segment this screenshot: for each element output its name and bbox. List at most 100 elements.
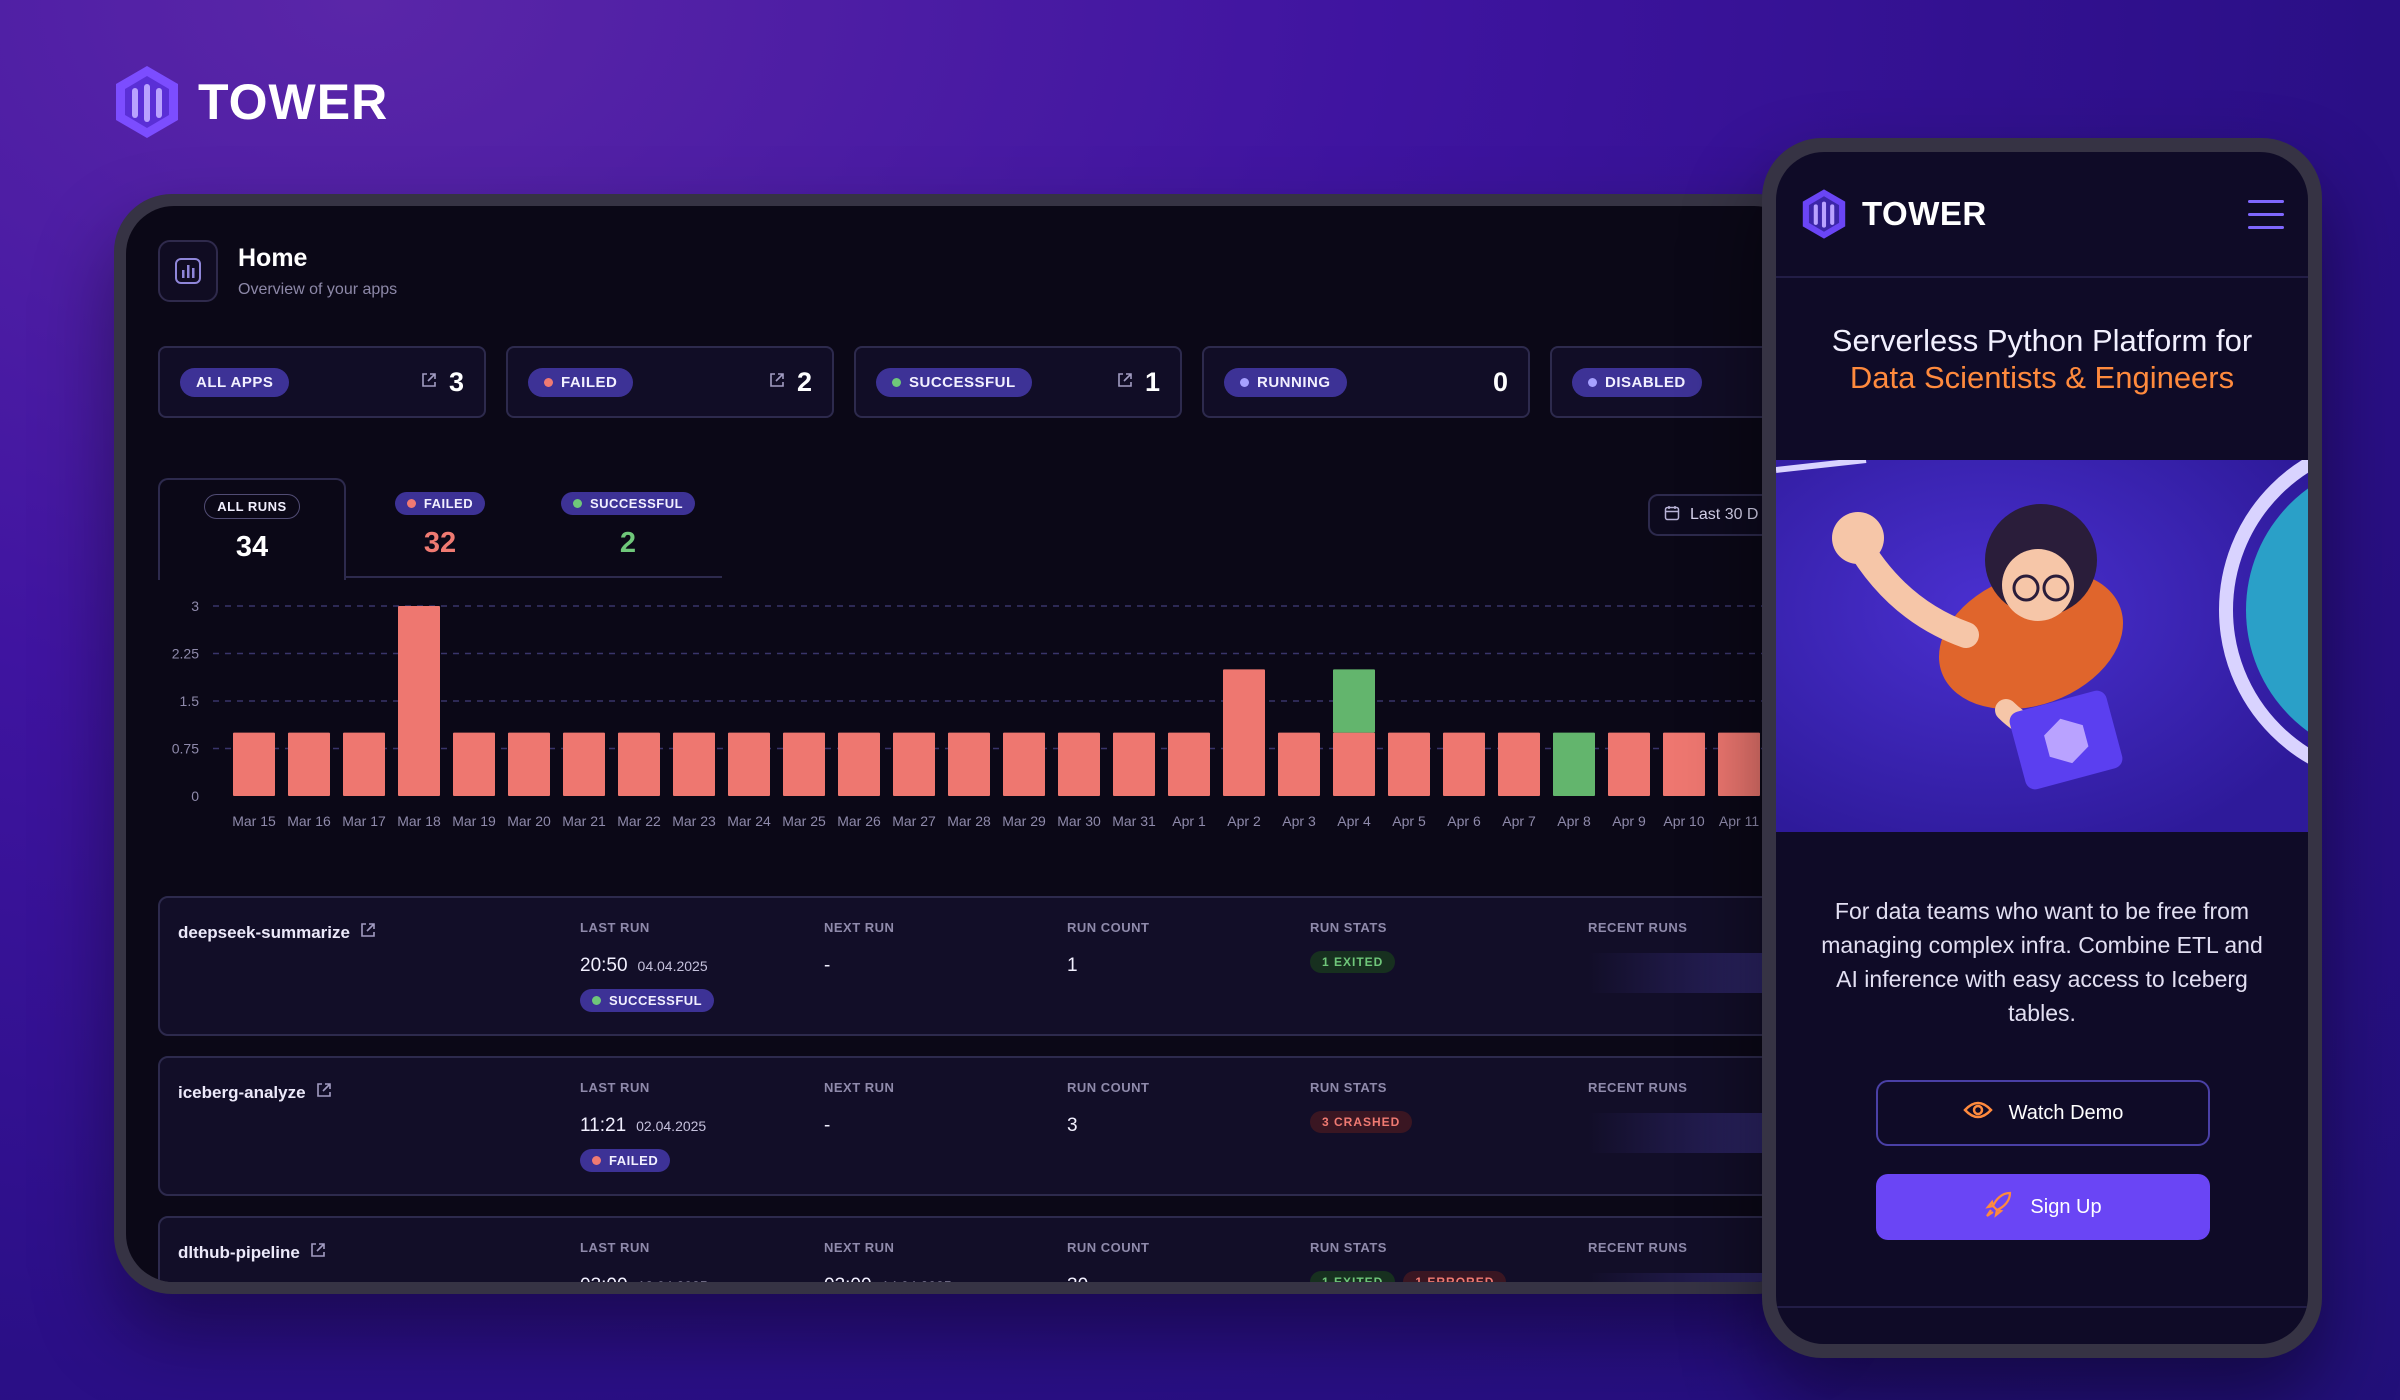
app-row[interactable]: deepseek-summarize LAST RUN 20:50 04.04.202… — [158, 896, 1798, 1036]
bar-failed[interactable] — [398, 606, 440, 796]
bar-failed[interactable] — [673, 732, 715, 796]
stat-pill: RUNNING — [1224, 367, 1347, 397]
bar-failed[interactable] — [838, 732, 880, 796]
run-tab-label: FAILED — [423, 496, 474, 511]
phone-screen: TOWER Serverless Python Platform for Dat… — [1776, 152, 2308, 1344]
app-row[interactable]: iceberg-analyze LAST RUN 11:21 02.04.2025 FA… — [158, 1056, 1798, 1196]
next-run-time: - — [824, 955, 831, 976]
next-run-column: NEXT RUN 03:00 14.04.2025 — [824, 1240, 952, 1282]
external-link-icon[interactable] — [421, 372, 437, 393]
app-name[interactable]: dlthub-pipeline — [178, 1242, 326, 1263]
bar-failed[interactable] — [508, 732, 550, 796]
hero-illustration — [1776, 460, 2308, 832]
bar-failed[interactable] — [1333, 732, 1375, 796]
bar-failed[interactable] — [1058, 732, 1100, 796]
external-link-icon[interactable] — [316, 1082, 332, 1103]
external-link-icon[interactable] — [360, 922, 376, 943]
run-count-header: RUN COUNT — [1067, 920, 1150, 935]
last-run-column: LAST RUN 20:50 04.04.2025 SUCCESSFUL — [580, 920, 715, 1012]
bar-failed[interactable] — [893, 732, 935, 796]
stat-card[interactable]: DISABLED — [1550, 346, 1802, 418]
status-dot-icon — [1588, 377, 1597, 387]
bar-failed[interactable] — [1718, 732, 1760, 796]
bar-failed[interactable] — [728, 732, 770, 796]
stat-pill: SUCCESSFUL — [876, 367, 1032, 397]
x-tick-label: Mar 29 — [1002, 813, 1046, 829]
bar-failed[interactable] — [1113, 732, 1155, 796]
phone-headline: Serverless Python Platform for Data Scie… — [1776, 322, 2308, 396]
bar-failed[interactable] — [1223, 669, 1265, 796]
phone-body-text: For data teams who want to be free from … — [1821, 898, 2263, 1026]
run-stat-badge: 3 CRASHED — [1310, 1111, 1413, 1133]
x-tick-label: Apr 6 — [1447, 813, 1481, 829]
bar-failed[interactable] — [1278, 732, 1320, 796]
external-link-icon[interactable] — [310, 1242, 326, 1263]
bar-failed[interactable] — [1443, 732, 1485, 796]
hamburger-menu-icon[interactable] — [2248, 199, 2284, 229]
y-tick-label: 0.75 — [172, 741, 199, 757]
bar-failed[interactable] — [288, 732, 330, 796]
bar-failed[interactable] — [1003, 732, 1045, 796]
phone-brand[interactable]: TOWER — [1800, 188, 1987, 240]
sign-up-button[interactable]: Sign Up — [1876, 1174, 2210, 1240]
phone-header: TOWER — [1776, 152, 2308, 278]
app-name[interactable]: deepseek-summarize — [178, 922, 376, 943]
bar-failed[interactable] — [783, 732, 825, 796]
run-tab-label: SUCCESSFUL — [589, 496, 684, 511]
next-run-date: 14.04.2025 — [882, 1278, 952, 1282]
bar-failed[interactable] — [1608, 732, 1650, 796]
stat-card[interactable]: RUNNING 0 — [1202, 346, 1530, 418]
bar-failed[interactable] — [233, 732, 275, 796]
x-tick-label: Mar 15 — [232, 813, 276, 829]
next-run-column: NEXT RUN - — [824, 1080, 894, 1137]
run-tab[interactable]: SUCCESSFUL 2 — [534, 478, 722, 576]
bar-failed[interactable] — [948, 732, 990, 796]
bar-successful[interactable] — [1553, 732, 1595, 796]
run-tab[interactable]: FAILED 32 — [346, 478, 534, 576]
run-tabs: ALL RUNS 34 FAILED 32 SUCCESSFUL 2 — [158, 478, 722, 580]
app-name-label: iceberg-analyze — [178, 1082, 306, 1102]
status-dot-icon — [1240, 377, 1249, 387]
y-tick-label: 2.25 — [172, 646, 199, 662]
x-tick-label: Mar 21 — [562, 813, 606, 829]
headline-line-1: Serverless Python Platform for — [1831, 323, 2253, 358]
stat-card[interactable]: SUCCESSFUL 1 — [854, 346, 1182, 418]
run-count-header: RUN COUNT — [1067, 1080, 1150, 1095]
y-tick-label: 3 — [191, 598, 199, 614]
brand-logo: TOWER — [112, 64, 388, 140]
stat-card[interactable]: ALL APPS 3 — [158, 346, 486, 418]
chart-icon — [158, 240, 218, 302]
bar-failed[interactable] — [563, 732, 605, 796]
stat-card[interactable]: FAILED 2 — [506, 346, 834, 418]
bar-successful[interactable] — [1333, 669, 1375, 733]
runs-bar-chart: 0 0.75 1.5 2.25 3 Mar 15 Mar 16 Mar 17 Mar 18 Mar… — [172, 598, 1778, 829]
run-count-value: 30 — [1067, 1275, 1088, 1282]
run-tab-label: ALL RUNS — [217, 499, 287, 514]
last-run-header: LAST RUN — [580, 1240, 650, 1255]
recent-runs-sparkline — [1588, 1273, 1768, 1282]
bar-failed[interactable] — [618, 732, 660, 796]
recent-runs-header: RECENT RUNS — [1588, 1080, 1688, 1095]
run-count-column: RUN COUNT 30 — [1067, 1240, 1150, 1282]
external-link-icon[interactable] — [1117, 372, 1133, 393]
run-tab[interactable]: ALL RUNS 34 — [158, 478, 346, 580]
external-link-icon[interactable] — [769, 372, 785, 393]
bar-failed[interactable] — [343, 732, 385, 796]
bar-failed[interactable] — [1498, 732, 1540, 796]
status-dot-icon — [592, 996, 601, 1005]
run-tab-pill: SUCCESSFUL — [560, 492, 696, 515]
tablet-screen: Home Overview of your apps ALL APPS 3 FAIL… — [126, 206, 1802, 1282]
status-label: FAILED — [609, 1153, 659, 1168]
bar-failed[interactable] — [1388, 732, 1430, 796]
app-row[interactable]: dlthub-pipeline LAST RUN 03:00 13.04.2025 NE… — [158, 1216, 1798, 1282]
headline-line-2: Data Scientists & Engineers — [1849, 360, 2235, 395]
bar-failed[interactable] — [453, 732, 495, 796]
app-name[interactable]: iceberg-analyze — [178, 1082, 332, 1103]
watch-demo-button[interactable]: Watch Demo — [1876, 1080, 2210, 1146]
dashboard: Home Overview of your apps ALL APPS 3 FAIL… — [126, 206, 1802, 1282]
bar-failed[interactable] — [1663, 732, 1705, 796]
page-title: Home — [238, 243, 308, 272]
page-subtitle: Overview of your apps — [238, 280, 398, 298]
bar-failed[interactable] — [1168, 732, 1210, 796]
last-run-time: 03:00 — [580, 1275, 628, 1282]
